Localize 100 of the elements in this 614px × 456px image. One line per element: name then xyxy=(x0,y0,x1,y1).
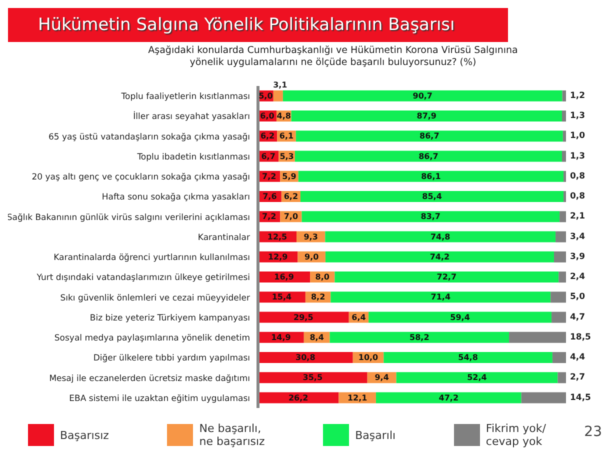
bar xyxy=(258,392,339,404)
chart-subtitle: Aşağıdaki konularda Cumhurbaşkanlığı ve Hükümetin Korona Virüsü Salgınına yönelik uygulamalarını ne ölçüde başarılı buluyorsunuz? (%) xyxy=(148,45,518,69)
y-tick-label: Karantinalarda öğrenci yurtlarının kullanılması xyxy=(54,253,250,264)
data-label: 0,8 xyxy=(570,192,586,202)
data-label: 5,3 xyxy=(280,152,294,161)
data-label: 3,4 xyxy=(570,232,586,242)
y-tick-label: 65 yaş üstü vatandaşların sokağa çıkma yasağı xyxy=(48,132,250,142)
data-label: 29,5 xyxy=(294,312,314,322)
data-label: 7,0 xyxy=(284,212,298,222)
data-label: 52,4 xyxy=(467,373,488,382)
data-label: 1,3 xyxy=(570,111,586,122)
data-label: 8,0 xyxy=(315,272,330,282)
bar xyxy=(330,332,510,343)
data-label: 71,4 xyxy=(430,292,451,302)
y-tick-label: Mesaj ile eczanelerden ücretsiz maske dağıtımı xyxy=(49,374,250,384)
data-label: 30,8 xyxy=(296,353,316,362)
data-label: 5,9 xyxy=(282,172,297,181)
bar xyxy=(552,352,566,364)
data-label: 9,3 xyxy=(304,232,318,242)
y-tick-label: Toplu ibadetin kısıtlanması xyxy=(136,152,250,162)
data-label: 12,9 xyxy=(268,252,288,262)
bar xyxy=(562,150,566,162)
bar xyxy=(325,231,556,242)
bar xyxy=(258,372,368,384)
data-label: 2,7 xyxy=(570,372,586,383)
data-label: 3,9 xyxy=(570,252,586,262)
y-tick-label: Hafta sonu sokağa çıkma yasakları xyxy=(102,192,250,203)
bar xyxy=(554,251,566,262)
bar xyxy=(334,272,559,283)
y-tick-label: İller arası seyahat yasakları xyxy=(133,111,250,122)
data-label: 87,9 xyxy=(416,112,437,121)
data-label: 7,2 xyxy=(262,212,276,222)
data-label: 74,8 xyxy=(430,232,451,242)
data-label: 4,8 xyxy=(276,112,292,121)
data-label: 6,7 xyxy=(261,152,276,161)
data-label: 74,2 xyxy=(430,252,450,262)
bar xyxy=(509,332,566,343)
bar xyxy=(558,372,566,384)
bar xyxy=(560,211,566,222)
data-label: 12,5 xyxy=(267,232,288,242)
data-label: 7,2 xyxy=(262,172,276,181)
bar xyxy=(384,352,552,364)
bar xyxy=(558,272,566,283)
data-label: 6,0 xyxy=(260,112,275,121)
bar xyxy=(330,292,551,303)
y-tick-label: 20 yaş altı genç ve çocukların sokağa çıkma yasağı xyxy=(32,172,250,183)
data-label: 8,2 xyxy=(310,292,326,302)
bar xyxy=(325,251,554,262)
y-tick-label: Yurt dışındaki vatandaşlarımızın ülkeye getirilmesi xyxy=(36,273,250,284)
data-label: 2,4 xyxy=(570,272,586,282)
bar xyxy=(552,312,566,323)
data-label: 2,1 xyxy=(570,212,586,222)
bar xyxy=(294,150,562,162)
bar xyxy=(562,90,566,102)
data-label: 14,5 xyxy=(570,392,592,403)
bar xyxy=(273,90,283,102)
legend-label: Ne başarılı, ne başarısız xyxy=(199,422,265,448)
chart-title: Hükümetin Salgına Yönelik Politikalarının Başarısı xyxy=(8,8,508,42)
data-label: 85,4 xyxy=(422,192,442,202)
data-label: 9,4 xyxy=(374,373,390,382)
data-label: 16,9 xyxy=(274,272,294,282)
data-label: 83,7 xyxy=(420,212,441,222)
data-label: 54,8 xyxy=(458,353,478,362)
data-label: 4,7 xyxy=(570,312,586,322)
data-label: 6,2 xyxy=(284,192,298,202)
data-label: 18,5 xyxy=(570,332,592,342)
data-label: 7,6 xyxy=(262,192,278,202)
data-label: 5,0 xyxy=(258,91,274,100)
data-label: 4,4 xyxy=(570,352,586,363)
data-label: 6,2 xyxy=(260,132,275,141)
bar xyxy=(550,292,566,303)
data-label: 86,1 xyxy=(421,172,442,181)
legend-label: Fikrim yok/ cevap yok xyxy=(486,422,546,448)
legend-label: Başarısız xyxy=(60,428,109,442)
data-label: 5,0 xyxy=(570,292,586,302)
bar xyxy=(258,312,349,323)
bar xyxy=(521,392,566,404)
data-label: 0,8 xyxy=(570,171,586,182)
data-label: 90,7 xyxy=(412,91,432,100)
bar xyxy=(298,170,564,182)
y-tick-label: Sosyal medya paylaşımlarına yönelik denetim xyxy=(54,334,250,344)
data-label: 72,7 xyxy=(436,272,457,282)
bar xyxy=(556,231,566,242)
data-label: 58,2 xyxy=(410,332,430,342)
bar xyxy=(562,110,566,122)
y-tick-label: EBA sistemi ile uzaktan eğitim uygulaması xyxy=(69,394,250,404)
bar xyxy=(396,372,558,384)
data-label: 86,7 xyxy=(418,152,438,161)
data-label: 15,4 xyxy=(272,292,292,302)
data-label: 3,1 xyxy=(273,80,288,90)
data-label: 6,4 xyxy=(352,312,366,322)
data-label: 1,3 xyxy=(570,151,586,162)
data-label: 1,0 xyxy=(570,131,586,142)
bar xyxy=(258,352,353,364)
bar xyxy=(562,130,566,142)
y-tick-label: Karantinalar xyxy=(198,232,250,243)
data-label: 10,0 xyxy=(358,353,379,362)
data-label: 12,1 xyxy=(347,393,368,402)
data-label: 47,2 xyxy=(438,393,459,402)
data-label: 1,2 xyxy=(570,90,586,101)
